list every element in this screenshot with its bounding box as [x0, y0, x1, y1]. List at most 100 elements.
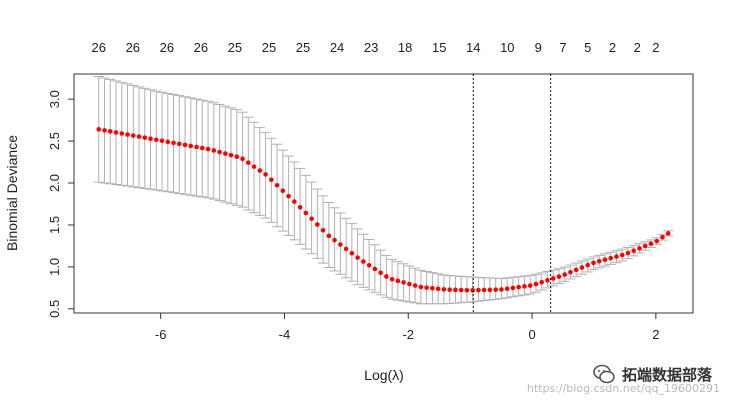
top-axis-label: 7 [559, 40, 566, 55]
error-bars [93, 76, 674, 305]
data-point [257, 168, 263, 173]
y-tick-label: 1.0 [47, 258, 62, 276]
data-point [269, 177, 274, 183]
data-point [556, 274, 562, 279]
y-tick-label: 2.0 [47, 174, 62, 192]
data-point [142, 135, 148, 140]
x-tick-label: -6 [155, 327, 167, 342]
data-point [562, 272, 567, 277]
data-point [107, 129, 113, 134]
top-axis-label: 23 [364, 40, 378, 55]
data-point [504, 286, 510, 291]
data-point [470, 287, 475, 293]
data-point [263, 172, 268, 177]
data-point [125, 132, 130, 137]
top-axis-label: 18 [398, 40, 412, 55]
data-point [113, 130, 119, 135]
data-point [200, 145, 205, 151]
data-point [418, 284, 424, 290]
data-point [315, 222, 320, 227]
data-point [102, 128, 107, 133]
data-point [136, 134, 142, 139]
y-tick-label: 0.5 [47, 300, 62, 318]
data-point [499, 287, 504, 292]
data-point [585, 262, 591, 268]
data-point [211, 148, 217, 153]
top-axis-label: 15 [432, 40, 446, 55]
watermark-name: 拓端数据部落 [621, 365, 712, 384]
data-point [176, 141, 182, 147]
data-point [453, 287, 458, 293]
x-tick-label: 0 [528, 327, 535, 342]
data-point [274, 182, 280, 188]
y-tick-label: 2.5 [47, 132, 62, 150]
data-point [355, 255, 360, 260]
data-point [366, 262, 372, 268]
data-point [522, 284, 527, 289]
data-point [631, 248, 637, 254]
data-point [372, 266, 378, 272]
data-point [292, 199, 297, 204]
data-point [349, 250, 355, 256]
data-point [384, 274, 389, 279]
data-point [550, 276, 556, 281]
top-axis-label: 25 [262, 40, 276, 55]
data-point [464, 287, 470, 293]
data-point [171, 140, 176, 146]
data-point [568, 269, 573, 275]
data-point [389, 276, 395, 282]
data-point [430, 285, 435, 291]
data-point [159, 138, 165, 144]
data-point [309, 216, 314, 222]
data-point [223, 151, 228, 156]
data-point [602, 257, 608, 263]
data-point [516, 284, 521, 290]
y-tick-label: 3.0 [47, 90, 62, 108]
data-point [165, 139, 171, 145]
data-point [96, 127, 102, 132]
data-point [320, 228, 326, 233]
x-tick-label: 2 [652, 327, 659, 342]
data-point [614, 254, 619, 259]
data-point [251, 164, 257, 169]
data-point [510, 285, 516, 291]
y-tick-label: 1.5 [47, 216, 62, 234]
data-point [533, 281, 539, 287]
data-point [286, 193, 291, 199]
y-axis-title: Binomial Deviance [4, 135, 20, 251]
data-point [545, 278, 550, 283]
top-axis-label: 2 [609, 40, 616, 55]
watermark-url: https://blog.csdn.net/qq_19600291 [526, 382, 720, 395]
data-point [234, 154, 240, 159]
top-axis-label: 26 [160, 40, 174, 55]
data-point [435, 286, 441, 292]
data-point [447, 287, 452, 292]
data-point [338, 242, 343, 247]
data-points [96, 127, 671, 293]
data-point [487, 287, 493, 293]
top-axis: 26 26 26 26 25 25 25 24 23 18 15 14 10 9 7 5 2 2 2 [92, 40, 660, 55]
data-point [378, 270, 383, 276]
data-point [625, 250, 631, 256]
data-point [493, 287, 498, 292]
data-point [573, 267, 579, 273]
data-point [332, 237, 337, 243]
data-point [412, 283, 418, 288]
data-point [217, 149, 222, 155]
data-point [182, 142, 188, 148]
data-point [153, 137, 159, 143]
data-point [527, 283, 533, 288]
data-point [539, 279, 544, 285]
top-axis-label: 24 [330, 40, 344, 55]
data-point [401, 280, 406, 285]
top-axis-label: 2 [634, 40, 641, 55]
data-point [660, 234, 665, 240]
data-point [441, 287, 447, 292]
data-point [476, 287, 481, 293]
wechat-icon [593, 364, 615, 384]
x-tick-label: -4 [279, 327, 291, 342]
top-axis-label: 14 [466, 40, 480, 55]
data-point [665, 231, 671, 236]
data-point [579, 265, 585, 270]
data-point [205, 146, 211, 152]
